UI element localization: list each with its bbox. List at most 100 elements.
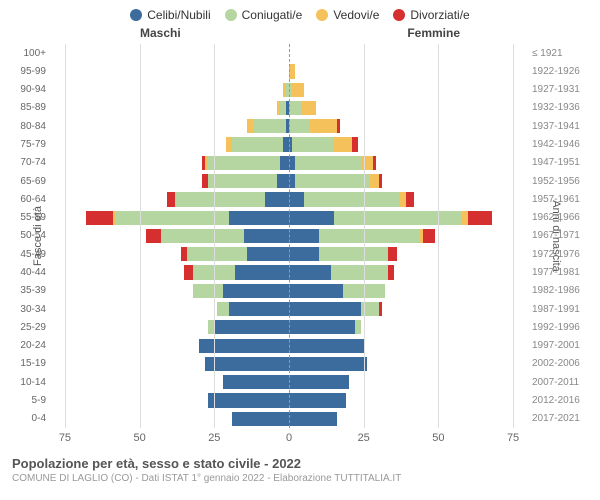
female-side [289, 410, 528, 428]
age-row: 85-891932-1936 [10, 99, 590, 117]
male-side [50, 172, 289, 190]
bar-segment [289, 101, 301, 115]
bar-segment [217, 302, 229, 316]
male-side [50, 154, 289, 172]
female-side [289, 263, 528, 281]
bar-segment [289, 247, 319, 261]
bar-segment [370, 174, 379, 188]
age-row: 15-192002-2006 [10, 355, 590, 373]
bar-segment [265, 192, 289, 206]
bar-segment [146, 229, 161, 243]
male-side [50, 209, 289, 227]
bar-segment [289, 375, 349, 389]
year-label: 1942-1946 [528, 139, 590, 150]
male-side [50, 227, 289, 245]
year-label: 1922-1926 [528, 66, 590, 77]
chart-subtitle: COMUNE DI LAGLIO (CO) - Dati ISTAT 1° ge… [12, 473, 588, 484]
age-row: 65-69 1952-1956 [10, 172, 590, 190]
male-side [50, 373, 289, 391]
bar-segment [161, 229, 245, 243]
age-label: 40-44 [10, 267, 50, 278]
bar-segment [205, 357, 289, 371]
rows-container: 100+≤ 192195-991922-192690-941927-193185… [10, 44, 590, 428]
bar-segment [292, 83, 304, 97]
male-side [50, 318, 289, 336]
year-label: 1952-1956 [528, 176, 590, 187]
column-headers: Maschi Femmine [10, 26, 590, 42]
year-label: 1987-1991 [528, 304, 590, 315]
bar-segment [232, 137, 283, 151]
bar-segment [319, 229, 421, 243]
age-row: 100+≤ 1921 [10, 44, 590, 62]
female-side [289, 227, 528, 245]
age-label: 45-49 [10, 249, 50, 260]
year-label: 1927-1931 [528, 84, 590, 95]
legend-label: Divorziati/e [410, 8, 469, 22]
x-tick: 50 [134, 432, 146, 444]
bar-segment [289, 393, 346, 407]
age-label: 55-59 [10, 212, 50, 223]
female-header: Femmine [407, 26, 460, 40]
male-side [50, 263, 289, 281]
female-side [289, 99, 528, 117]
female-side [289, 373, 528, 391]
bar-segment [355, 320, 361, 334]
age-row: 10-142007-2011 [10, 373, 590, 391]
year-label: 2007-2011 [528, 377, 590, 388]
age-row: 75-79 1942-1946 [10, 135, 590, 153]
legend-item: Vedovi/e [316, 8, 379, 22]
legend-item: Celibi/Nubili [130, 8, 210, 22]
bar-segment [331, 265, 388, 279]
bar-segment [319, 247, 388, 261]
age-label: 80-84 [10, 121, 50, 132]
bar-segment [167, 192, 176, 206]
bar-segment [310, 119, 337, 133]
bar-segment [352, 137, 358, 151]
female-side [289, 62, 528, 80]
male-side [50, 99, 289, 117]
grid-line [364, 44, 365, 428]
year-label: 1997-2001 [528, 340, 590, 351]
female-side [289, 172, 528, 190]
bar-segment [208, 393, 289, 407]
age-row: 5-92012-2016 [10, 391, 590, 409]
female-side [289, 190, 528, 208]
female-side [289, 154, 528, 172]
grid-line [513, 44, 514, 428]
legend-label: Coniugati/e [242, 8, 303, 22]
chart-title: Popolazione per età, sesso e stato civil… [12, 456, 588, 471]
x-tick: 25 [358, 432, 370, 444]
grid-line [140, 44, 141, 428]
bar-segment [289, 320, 355, 334]
age-row: 95-991922-1926 [10, 62, 590, 80]
bar-segment [289, 119, 310, 133]
bar-segment [289, 339, 364, 353]
bar-segment [289, 357, 367, 371]
legend-swatch [316, 9, 328, 21]
bar-segment [244, 229, 289, 243]
age-label: 35-39 [10, 285, 50, 296]
bar-segment [379, 174, 382, 188]
male-side [50, 282, 289, 300]
age-label: 60-64 [10, 194, 50, 205]
male-side [50, 62, 289, 80]
bar-segment [334, 137, 352, 151]
year-label: 1977-1981 [528, 267, 590, 278]
female-side [289, 300, 528, 318]
x-tick: 50 [432, 432, 444, 444]
bar-segment [229, 211, 289, 225]
female-side [289, 135, 528, 153]
legend-item: Divorziati/e [393, 8, 469, 22]
age-label: 75-79 [10, 139, 50, 150]
bar-segment [208, 156, 280, 170]
bar-segment [373, 156, 376, 170]
female-side [289, 355, 528, 373]
grid-line [65, 44, 66, 428]
age-label: 65-69 [10, 176, 50, 187]
bar-segment [193, 284, 223, 298]
bar-segment [277, 174, 289, 188]
x-tick: 25 [208, 432, 220, 444]
male-side [50, 355, 289, 373]
bar-segment [337, 119, 340, 133]
age-row: 60-641957-1961 [10, 190, 590, 208]
